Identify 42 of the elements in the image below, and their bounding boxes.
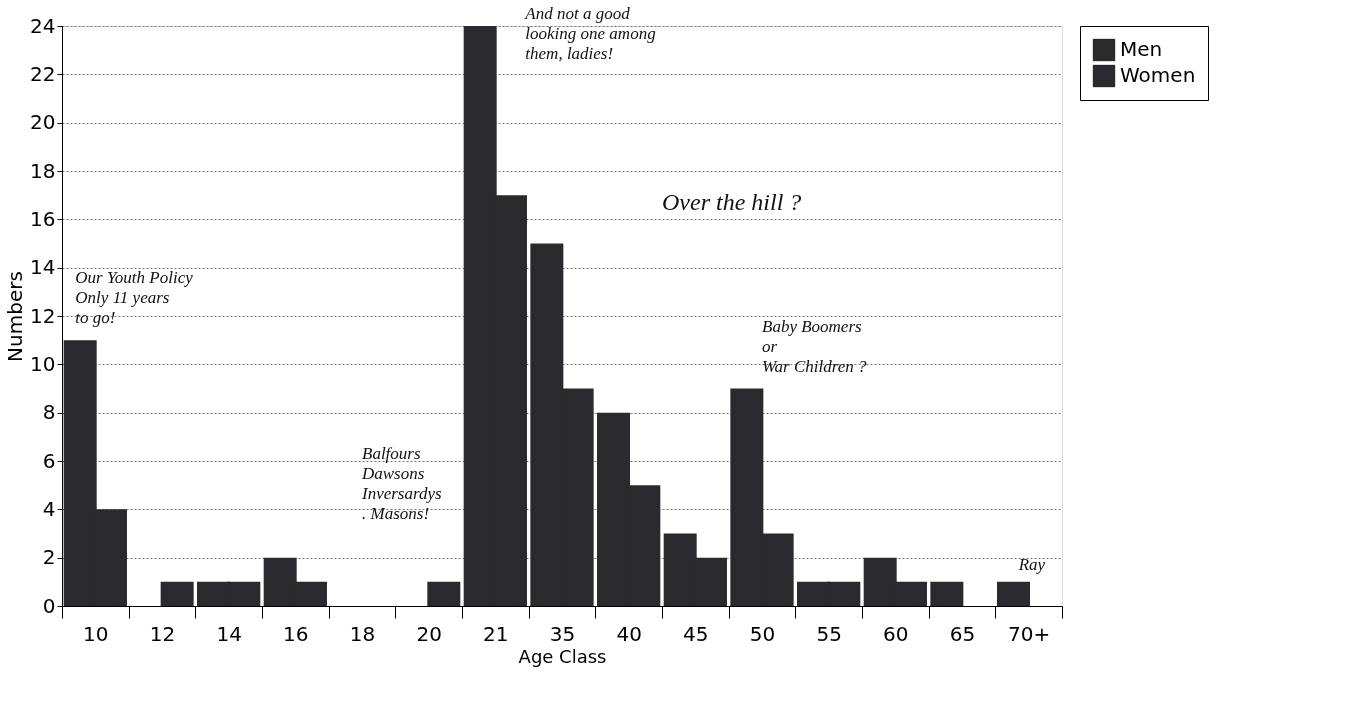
x-tick-label: 10 (83, 621, 109, 646)
x-tick-label: 18 (349, 621, 376, 646)
annotation: Balfours Dawsons Inversardys . Masons! (361, 444, 443, 523)
x-axis-title: Age Class (518, 645, 607, 667)
x-tick-label: 65 (949, 621, 976, 646)
bar (160, 581, 194, 606)
x-tick-label: 70+ (1008, 621, 1051, 646)
x-tick-label: 20 (416, 621, 442, 646)
annotation: Our Youth Policy Only 11 years to go! (75, 268, 194, 328)
annotation: And not a good looking one among them, ladies! (524, 4, 656, 63)
y-tick-label: 22 (30, 61, 56, 86)
y-tick-label: 20 (30, 110, 56, 135)
bar (930, 581, 964, 606)
x-tick-label: 55 (816, 621, 842, 646)
annotation: Over the hill ? (662, 189, 802, 215)
x-tick-label: 14 (216, 621, 242, 646)
x-tick-label: 16 (283, 621, 309, 646)
y-tick-label: 2 (42, 545, 56, 570)
x-tick-label: 50 (749, 621, 776, 646)
x-tick-label: 35 (549, 621, 576, 646)
y-tick-label: 14 (30, 255, 56, 280)
x-tick-label: 45 (683, 621, 709, 646)
y-tick-label: 10 (30, 351, 56, 376)
annotation: Baby Boomers or War Children ? (762, 316, 868, 376)
x-tick-label: 60 (883, 621, 909, 646)
y-tick-label: 6 (42, 448, 56, 473)
x-tick-label: 12 (149, 621, 176, 646)
x-tick-label: 40 (616, 621, 642, 646)
legend-label: Men (1120, 37, 1163, 61)
legend-label: Women (1120, 63, 1196, 87)
y-tick-label: 8 (42, 400, 56, 425)
y-tick-label: 12 (30, 303, 56, 328)
y-axis-title: Numbers (3, 271, 28, 362)
x-tick-label: 21 (483, 621, 509, 646)
annotation: Ray (1017, 554, 1046, 574)
y-tick-label: 16 (30, 206, 56, 231)
bar (427, 581, 461, 606)
bar (997, 581, 1031, 606)
y-tick-label: 4 (42, 496, 56, 521)
y-tick-label: 0 (42, 593, 56, 618)
y-tick-label: 24 (30, 13, 56, 38)
y-tick-label: 18 (30, 158, 56, 183)
